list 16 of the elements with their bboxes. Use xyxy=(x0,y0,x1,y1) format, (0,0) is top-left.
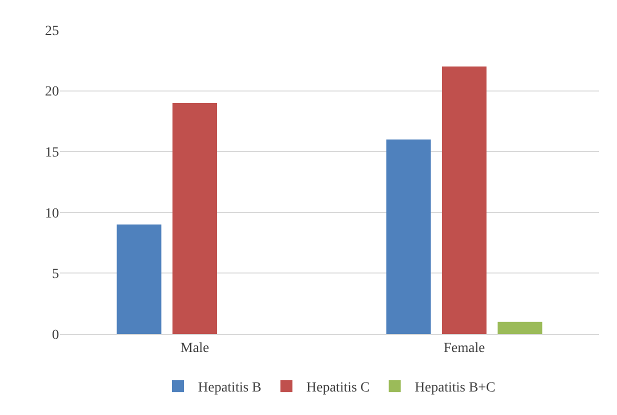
x-tick-label: Female xyxy=(444,340,485,356)
legend-label: Hepatitis C xyxy=(306,380,370,396)
y-tick-label: 20 xyxy=(45,84,59,100)
legend-label: Hepatitis B xyxy=(198,380,262,396)
x-tick-label: Male xyxy=(180,340,210,356)
y-tick-label: 25 xyxy=(45,24,59,39)
bar xyxy=(386,139,431,334)
bar xyxy=(172,102,218,334)
legend-label: Hepatitis B+C xyxy=(414,380,496,396)
bar xyxy=(498,322,542,334)
y-tick-label: 5 xyxy=(52,267,59,282)
y-tick-label: 10 xyxy=(45,206,59,222)
bar xyxy=(116,224,162,334)
y-tick-label: 15 xyxy=(45,146,59,160)
y-tick-label: 0 xyxy=(52,328,59,343)
bar xyxy=(442,66,487,334)
